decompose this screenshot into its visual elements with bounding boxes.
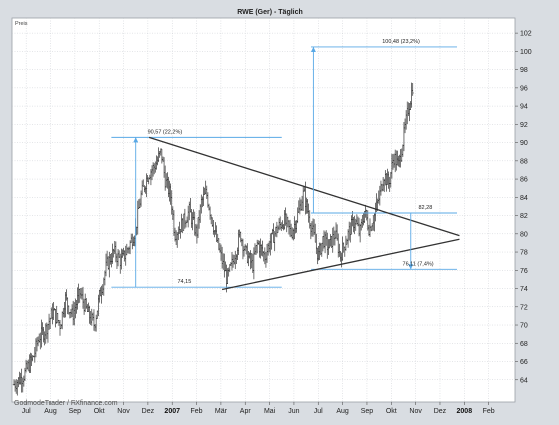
y-tick-label: 94 [520, 104, 528, 111]
price-series [12, 82, 414, 396]
y-tick-label: 64 [520, 377, 528, 384]
y-tick-label: 82 [520, 213, 528, 220]
chart-text: RWE (Ger) - Täglich Preis GodmodeTrader … [14, 9, 434, 407]
x-tick-label: Nov [117, 408, 130, 415]
y-tick-label: 86 [520, 177, 528, 184]
arrow-head [408, 264, 414, 270]
y-tick-label: 84 [520, 195, 528, 202]
y-tick-label: 98 [520, 67, 528, 74]
y-tick-label: 70 [520, 323, 528, 330]
y-tick-label: 68 [520, 341, 528, 348]
x-tick-label: 2007 [164, 408, 180, 415]
y-tick-label: 90 [520, 140, 528, 147]
annotation-label: 82,28 [418, 205, 432, 211]
arrow-head [310, 46, 316, 52]
x-tick-label: Aug [44, 408, 57, 415]
y-axis: 64 66 68 70 72 74 76 78 80 82 84 86 88 90 92 94 96 98 100 1… [515, 31, 532, 384]
upper-trendline [148, 136, 460, 237]
x-tick-label: Sep [69, 408, 82, 415]
x-tick-label: Aug [336, 408, 349, 415]
x-tick-label: Okt [386, 408, 397, 415]
arrow-head [133, 137, 139, 143]
grid [12, 18, 515, 402]
x-tick-label: Feb [483, 408, 495, 415]
watermark: GodmodeTrader / FXfinance.com [14, 400, 118, 407]
y-tick-label: 66 [520, 359, 528, 366]
x-tick-label: Jul [22, 408, 31, 415]
y-tick-label: 92 [520, 122, 528, 129]
chart-title: RWE (Ger) - Täglich [237, 9, 303, 16]
x-tick-label: Jul [314, 408, 323, 415]
annotation-label: 100,48 (23,2%) [382, 39, 420, 45]
x-axis: Jul Aug Sep Okt Nov Dez 2007 Feb Mär Apr Mai Jun Jul… [22, 402, 495, 415]
x-tick-label: Nov [409, 408, 422, 415]
y-tick-label: 78 [520, 250, 528, 257]
annotation-label: 90,57 (22,2%) [148, 129, 183, 135]
x-tick-label: Dez [142, 408, 155, 415]
y-tick-label: 88 [520, 158, 528, 165]
x-tick-label: Jun [288, 408, 299, 415]
lower-trendline [221, 238, 460, 291]
y-tick-label: 100 [520, 49, 532, 56]
x-tick-label: Dez [434, 408, 447, 415]
y-tick-label: 76 [520, 268, 528, 275]
y-tick-label: 96 [520, 85, 528, 92]
annotation-lines [111, 46, 460, 291]
x-tick-label: Mai [264, 408, 276, 415]
y-tick-label: 80 [520, 231, 528, 238]
x-tick-label: Mär [215, 408, 228, 415]
x-tick-label: 2008 [457, 408, 473, 415]
x-tick-label: Okt [94, 408, 105, 415]
x-tick-label: Feb [191, 408, 203, 415]
y-tick-label: 102 [520, 31, 532, 38]
annotation-label: 74,15 [178, 279, 192, 285]
plot-area [11, 17, 516, 403]
x-tick-label: Sep [361, 408, 374, 415]
x-tick-label: Apr [240, 408, 252, 415]
y-tick-label: 72 [520, 304, 528, 311]
price-label: Preis [15, 21, 28, 27]
y-tick-label: 74 [520, 286, 528, 293]
annotation-label: 76,11 (7,4%) [403, 262, 434, 268]
